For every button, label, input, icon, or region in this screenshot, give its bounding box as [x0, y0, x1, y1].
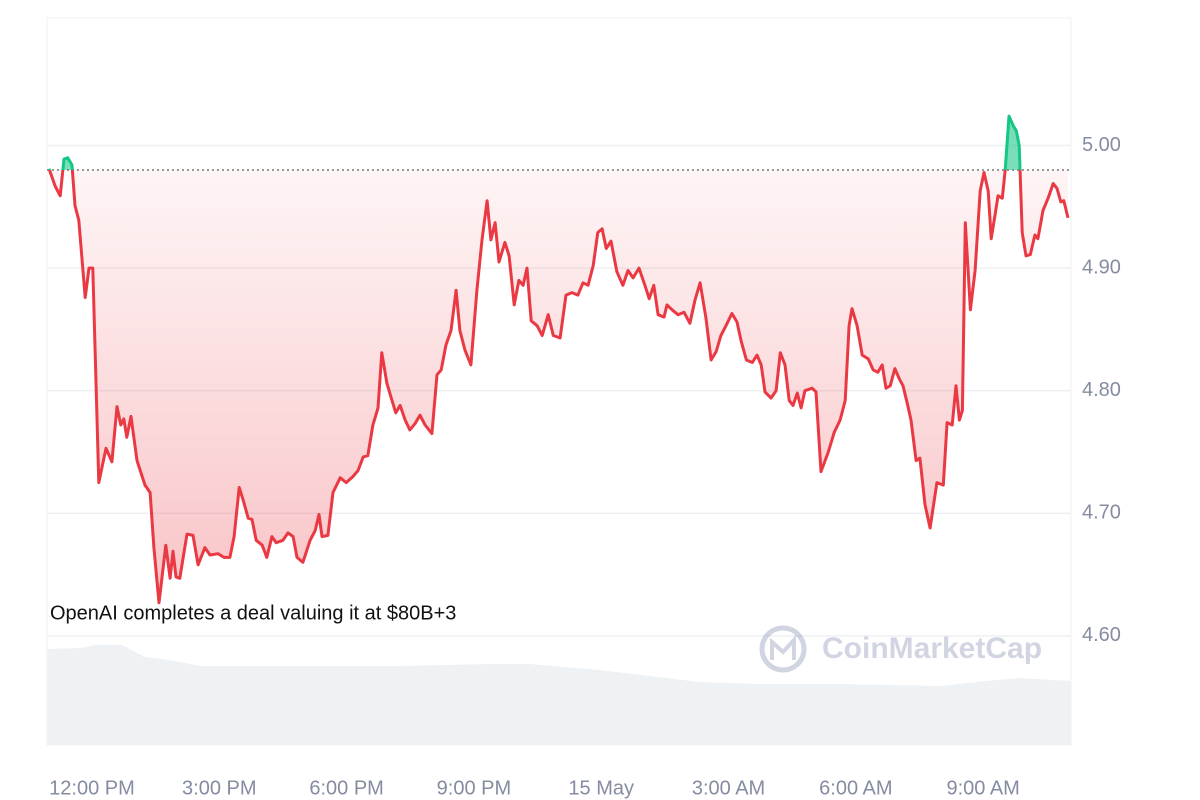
- volume-area: [47, 645, 1071, 745]
- price-line: [47, 170, 1070, 605]
- x-tick-label: 3:00 AM: [692, 777, 765, 799]
- x-tick-label: 9:00 AM: [946, 777, 1019, 799]
- y-tick-label: 4.70: [1082, 502, 1121, 524]
- annotation: OpenAI completes a deal valuing it at $8…: [50, 602, 456, 624]
- x-tick-label: 9:00 PM: [437, 777, 511, 799]
- x-tick-label: 12:00 PM: [49, 777, 135, 799]
- x-tick-label: 3:00 PM: [182, 777, 256, 799]
- y-tick-label: 4.60: [1082, 624, 1121, 646]
- x-tick-label: 15 May: [568, 777, 634, 799]
- y-tick-label: 5.00: [1082, 134, 1121, 156]
- x-tick-label: 6:00 PM: [309, 777, 383, 799]
- area-below: [49, 170, 1068, 603]
- watermark-text: CoinMarketCap: [822, 632, 1042, 665]
- watermark: CoinMarketCap: [759, 625, 1042, 673]
- y-tick-label: 4.90: [1082, 256, 1121, 278]
- y-tick-label: 4.80: [1082, 379, 1121, 401]
- x-tick-label: 6:00 AM: [819, 777, 892, 799]
